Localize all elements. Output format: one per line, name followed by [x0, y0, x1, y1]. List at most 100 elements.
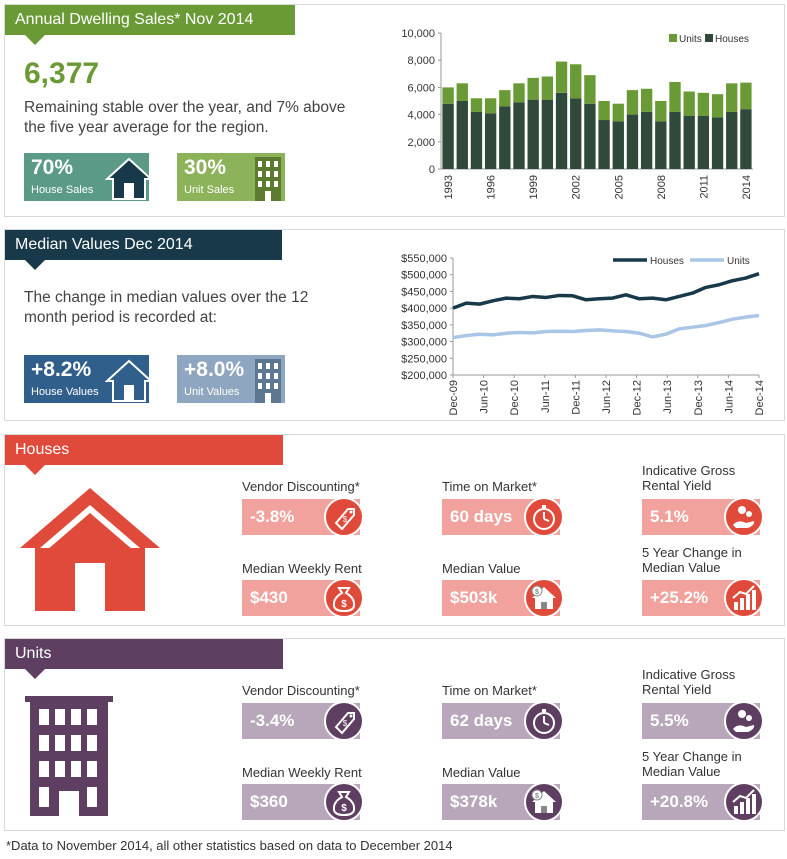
- sales-panel: Annual Dwelling Sales* Nov 2014 6,377 Re…: [4, 4, 785, 217]
- bar-units: [726, 83, 738, 112]
- line-houses: [452, 272, 760, 310]
- bar-chart-up-icon: [724, 782, 764, 822]
- bar-units: [697, 92, 710, 116]
- bar-houses: [740, 109, 752, 169]
- house-values-pct: +8.2%: [31, 358, 92, 381]
- sales-chart: 0 2,000 4,000 6,000 8,000 10,000 1993 1996 1999 2…: [385, 23, 765, 213]
- unit-sales-pct: 30%: [184, 156, 227, 179]
- x-tick-label: Dec-11: [570, 380, 582, 415]
- sales-banner: Annual Dwelling Sales* Nov 2014: [5, 5, 295, 45]
- x-tick-label: Jun-10: [479, 380, 491, 414]
- stat-value: $503k: [450, 588, 498, 607]
- y-tick-label: $500,000: [401, 270, 447, 282]
- bar-houses: [456, 101, 468, 169]
- y-tick-label: $400,000: [401, 303, 447, 315]
- apartment-building-icon: [255, 157, 281, 201]
- stat-label: Indicative Gross Rental Yield: [642, 667, 736, 697]
- sales-title: Annual Dwelling Sales* Nov 2014: [15, 11, 254, 28]
- y-tick-label: 8,000: [407, 55, 435, 67]
- x-tick-label: 2002: [571, 175, 583, 199]
- y-tick-label: $200,000: [401, 370, 447, 382]
- y-tick-label: 2,000: [407, 137, 435, 149]
- house-values-label: House Values: [31, 386, 99, 398]
- x-tick-label: 2008: [656, 175, 668, 199]
- stat-label: Median Weekly Rent: [242, 765, 362, 780]
- bar-units: [442, 87, 454, 104]
- stat-value-box: $378k $: [442, 782, 564, 822]
- stat-label: Time on Market*: [442, 479, 537, 494]
- x-tick-label: Dec-12: [632, 380, 644, 415]
- median-line-chart: $200,000 $250,000 $300,000 $350,000 $400,000…: [401, 253, 766, 415]
- stat-value: $430: [250, 588, 288, 607]
- bar-houses: [527, 99, 539, 169]
- bar-houses: [655, 121, 667, 169]
- unit-values-tile: +8.0% Unit Values: [177, 355, 285, 403]
- bar-houses: [484, 113, 497, 169]
- bar-units: [683, 91, 695, 116]
- unit-sales-label: Unit Sales: [184, 184, 235, 196]
- house-dollar-icon: $: [524, 578, 564, 618]
- sales-description: Remaining stable over the year, and 7% a…: [24, 99, 346, 136]
- house-icon: [105, 359, 153, 402]
- unit-values-label: Unit Values: [184, 386, 240, 398]
- median-panel: Median Values Dec 2014 The change in med…: [4, 229, 785, 421]
- legend-label-units: Units: [679, 34, 702, 45]
- stat-value: $360: [250, 792, 288, 811]
- svg-text:$: $: [341, 803, 347, 814]
- y-tick-label: 4,000: [407, 110, 435, 122]
- legend-label-units: Units: [727, 256, 750, 267]
- bar-units: [626, 90, 639, 115]
- stopwatch-icon: [524, 497, 564, 537]
- bar-units: [570, 64, 582, 99]
- median-chart: $200,000 $250,000 $300,000 $350,000 $400,000…: [385, 244, 775, 422]
- bar-units: [740, 82, 752, 110]
- hand-coins-icon: [724, 701, 764, 741]
- stat-label: Median Value: [442, 561, 521, 576]
- bar-units: [612, 103, 624, 122]
- bar-houses: [541, 99, 554, 169]
- units-banner: Units: [5, 639, 283, 679]
- stat-value-box: $503k $: [442, 578, 564, 618]
- bar-houses: [513, 102, 525, 169]
- bar-houses: [683, 115, 695, 169]
- x-tick-label: 1999: [528, 175, 540, 199]
- x-tick-label: 1993: [443, 175, 455, 199]
- stat-value-box: 60 days: [442, 497, 564, 537]
- line-units: [452, 313, 760, 340]
- house-sales-pct: 70%: [31, 156, 74, 179]
- x-tick-label: Dec-10: [509, 380, 521, 415]
- stat-value: +20.8%: [650, 792, 709, 811]
- stat-label: Vendor Discounting*: [242, 479, 360, 494]
- bar-houses: [555, 92, 568, 169]
- stat-value: 5.5%: [650, 711, 689, 730]
- stat-value-box: 5.5%: [642, 701, 764, 741]
- legend-label-houses: Houses: [715, 34, 749, 45]
- money-bag-icon: $: [324, 578, 364, 618]
- stopwatch-icon: [524, 701, 564, 741]
- houses-banner: Houses: [5, 435, 283, 475]
- stat-value: 5.1%: [650, 507, 689, 526]
- bar-units: [470, 98, 483, 112]
- stat-value-box: -3.8% $: [242, 497, 364, 537]
- bar-units: [584, 75, 596, 104]
- y-tick-label: $300,000: [401, 337, 447, 349]
- house-dollar-icon: $: [524, 782, 564, 822]
- bar-units: [711, 94, 724, 118]
- bar-houses: [640, 111, 653, 169]
- bar-units: [640, 88, 653, 112]
- bar-units: [499, 90, 511, 107]
- bar-houses: [570, 98, 582, 169]
- y-tick-label: $250,000: [401, 353, 447, 365]
- bar-houses: [499, 106, 511, 169]
- y-tick-label: 6,000: [407, 82, 435, 94]
- houses-title: Houses: [15, 441, 70, 458]
- svg-text:$: $: [343, 719, 348, 728]
- x-tick-label: Jun-12: [601, 380, 613, 414]
- bar-houses: [612, 121, 624, 169]
- price-tag-icon: $: [324, 701, 364, 741]
- bar-units: [484, 98, 497, 114]
- stat-value-box: +25.2%: [642, 578, 764, 618]
- y-tick-label: 0: [429, 164, 435, 176]
- units-panel: Units Vendor Discounting* -3.4% $ Time on M…: [4, 638, 785, 831]
- bar-chart-up-icon: [724, 578, 764, 618]
